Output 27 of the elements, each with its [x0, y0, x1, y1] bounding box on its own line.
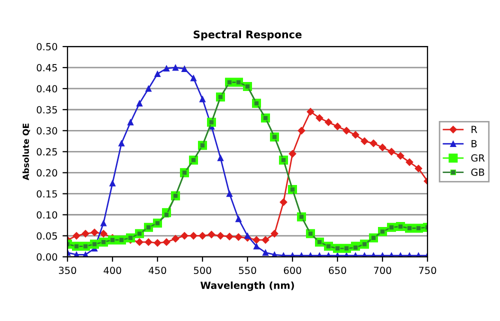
x-tick-label: 700: [374, 266, 392, 274]
y-tick-label: 0.50: [36, 43, 58, 50]
legend-label: GR: [471, 154, 485, 162]
y-tick-label: 0.35: [36, 106, 57, 114]
y-tick-label: 0.20: [36, 169, 58, 177]
legend-label: B: [472, 140, 477, 148]
x-tick-label: 750: [419, 266, 436, 274]
legend-label: R: [472, 126, 478, 133]
y-tick-label: 0.30: [36, 127, 58, 134]
x-tick-label: 400: [104, 266, 122, 274]
x-axis-title: Wavelength (nm): [200, 281, 294, 291]
x-tick-label: 350: [58, 266, 76, 274]
legend-label: GB: [471, 168, 484, 176]
chart-title: Spectral Responce: [194, 30, 302, 40]
x-tick-label: 650: [328, 266, 346, 274]
y-tick-label: 0.15: [36, 190, 57, 198]
y-tick-label: 0.45: [36, 64, 57, 72]
y-tick-label: 0.05: [36, 232, 57, 240]
y-tick-label: 0.25: [36, 148, 57, 156]
y-axis-title: Absolute QE: [22, 124, 30, 180]
x-tick-label: 500: [194, 266, 212, 274]
x-tick-label: 600: [284, 266, 302, 274]
y-tick-label: 0.10: [36, 211, 58, 219]
x-tick-label: 550: [238, 266, 256, 274]
x-tick-label: 450: [148, 266, 166, 274]
y-tick-label: 0.00: [36, 253, 58, 261]
y-tick-label: 0.40: [36, 85, 58, 92]
